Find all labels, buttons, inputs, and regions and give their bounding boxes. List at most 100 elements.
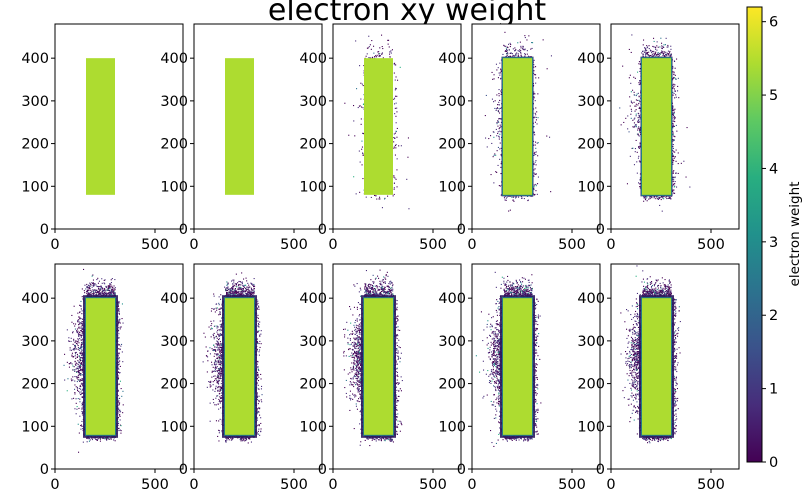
halo-point xyxy=(519,51,521,53)
halo-point xyxy=(219,355,221,357)
halo-point xyxy=(216,343,218,345)
halo-point xyxy=(220,407,222,409)
halo-point xyxy=(490,135,492,137)
halo-point xyxy=(88,284,90,286)
halo-point xyxy=(118,327,120,329)
halo-point xyxy=(396,374,398,376)
halo-point xyxy=(79,347,81,349)
halo-point xyxy=(536,193,538,195)
halo-point xyxy=(74,344,76,346)
halo-point xyxy=(497,120,499,122)
halo-point xyxy=(664,55,666,57)
halo-point xyxy=(82,371,84,373)
halo-point xyxy=(95,438,97,440)
halo-point xyxy=(119,322,121,324)
panel-background xyxy=(55,264,183,469)
halo-point xyxy=(235,293,237,295)
halo-point xyxy=(215,388,217,390)
halo-point xyxy=(239,288,241,290)
halo-point xyxy=(257,302,259,304)
halo-point xyxy=(256,396,258,398)
x-tick-label: 500 xyxy=(141,237,169,253)
halo-point xyxy=(520,52,522,54)
halo-point xyxy=(357,376,359,378)
halo-point xyxy=(208,326,210,328)
halo-point xyxy=(386,291,388,293)
halo-point xyxy=(635,105,637,107)
halo-point xyxy=(248,287,250,289)
halo-point xyxy=(500,92,502,94)
halo-point xyxy=(105,290,107,292)
halo-point xyxy=(76,376,78,378)
x-tick-label: 0 xyxy=(606,237,615,253)
halo-point xyxy=(91,286,93,288)
halo-point xyxy=(253,278,255,280)
halo-point xyxy=(221,372,223,374)
halo-point xyxy=(243,294,245,296)
halo-point xyxy=(218,314,220,316)
halo-point xyxy=(395,394,397,396)
halo-point xyxy=(356,366,358,368)
halo-point xyxy=(252,289,254,291)
halo-point xyxy=(498,136,500,138)
halo-point xyxy=(638,135,640,137)
halo-point xyxy=(98,437,100,439)
halo-point xyxy=(221,362,223,364)
halo-point xyxy=(359,308,361,310)
halo-point xyxy=(214,361,216,363)
halo-point xyxy=(485,137,487,139)
halo-point xyxy=(234,283,236,285)
halo-point xyxy=(260,399,262,401)
halo-point xyxy=(114,287,116,289)
weight-rectangle xyxy=(86,58,115,195)
halo-point xyxy=(535,107,537,109)
halo-point xyxy=(393,188,395,190)
halo-point xyxy=(256,307,258,309)
halo-point xyxy=(636,161,638,163)
halo-point xyxy=(80,323,82,325)
halo-point xyxy=(674,108,676,110)
halo-point xyxy=(242,440,244,442)
halo-point xyxy=(232,437,234,439)
halo-point xyxy=(227,288,229,290)
halo-point xyxy=(257,317,259,319)
halo-point xyxy=(358,105,360,107)
halo-point xyxy=(524,48,526,50)
halo-point xyxy=(217,333,219,335)
halo-point xyxy=(635,126,637,128)
halo-point xyxy=(78,365,80,367)
halo-point xyxy=(643,200,645,202)
halo-point xyxy=(92,291,94,293)
halo-point xyxy=(79,398,81,400)
halo-point xyxy=(225,290,227,292)
halo-point xyxy=(79,352,81,354)
halo-point xyxy=(217,390,219,392)
halo-point xyxy=(639,173,641,175)
halo-point xyxy=(79,322,81,324)
halo-point xyxy=(659,204,661,206)
halo-point xyxy=(219,369,221,371)
halo-point xyxy=(118,407,120,409)
halo-point xyxy=(240,437,242,439)
halo-point xyxy=(217,376,219,378)
halo-point xyxy=(111,290,113,292)
halo-point xyxy=(244,438,246,440)
halo-point xyxy=(76,331,78,333)
halo-point xyxy=(394,107,396,109)
halo-point xyxy=(219,368,221,370)
halo-point xyxy=(546,135,548,137)
y-tick-label: 100 xyxy=(577,179,605,195)
halo-point xyxy=(533,85,535,87)
halo-point xyxy=(74,360,76,362)
halo-point xyxy=(533,97,535,99)
halo-point xyxy=(532,42,534,44)
halo-point xyxy=(83,290,85,292)
halo-point xyxy=(533,91,535,93)
halo-point xyxy=(96,286,98,288)
halo-point xyxy=(98,293,100,295)
halo-point xyxy=(354,355,356,357)
halo-point xyxy=(82,298,84,300)
halo-point xyxy=(359,352,361,354)
halo-point xyxy=(258,330,260,332)
halo-point xyxy=(638,126,640,128)
